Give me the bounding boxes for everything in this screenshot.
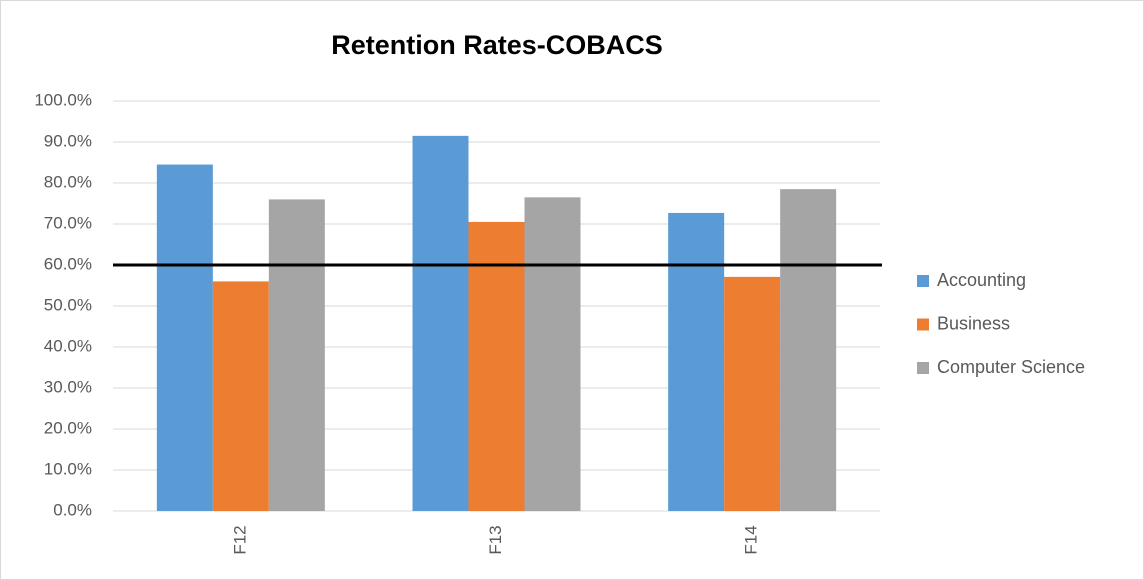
bar [524,197,581,511]
y-tick-label: 30.0% [44,377,92,396]
bar [156,164,213,512]
y-tick-label: 50.0% [44,295,92,314]
y-tick-label: 70.0% [44,213,92,232]
bar [212,281,269,511]
x-tick-label: F12 [230,525,249,554]
x-tick-label: F14 [742,525,761,554]
y-tick-label: 40.0% [44,336,92,355]
y-tick-label: 90.0% [44,131,92,150]
chart-title: Retention Rates-COBACS [331,30,663,60]
y-tick-label: 100.0% [34,90,92,109]
bar [412,135,469,511]
bar [780,189,837,511]
legend-swatch [917,362,929,374]
x-tick-label: F13 [486,525,505,554]
legend-swatch [917,318,929,331]
legend-label: Accounting [937,270,1026,290]
bar [724,276,781,511]
legend-swatch [917,275,929,287]
y-tick-label: 10.0% [44,459,92,478]
bar [268,199,325,511]
bar [468,221,525,511]
y-tick-label: 80.0% [44,172,92,191]
y-tick-label: 60.0% [44,254,92,273]
bar [668,212,725,511]
y-tick-label: 20.0% [44,418,92,437]
y-tick-label: 0.0% [53,500,92,519]
legend-label: Computer Science [937,357,1085,377]
legend-label: Business [937,313,1010,333]
